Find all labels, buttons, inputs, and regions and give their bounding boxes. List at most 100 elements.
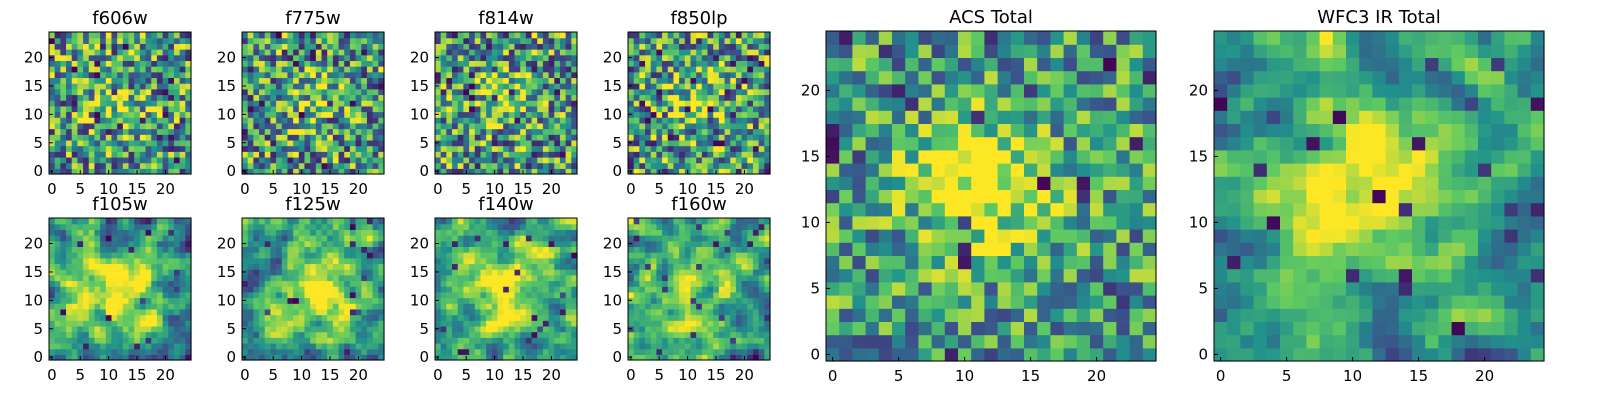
heatmap-cell	[440, 274, 447, 282]
heatmap-cell	[571, 252, 578, 259]
heatmap-cell	[520, 337, 527, 344]
heatmap-cell	[83, 83, 90, 90]
heatmap-cell	[77, 43, 84, 50]
heatmap-cell	[514, 246, 521, 253]
heatmap-cell	[111, 128, 118, 135]
heatmap-cell	[718, 111, 726, 118]
heatmap-cell	[747, 303, 754, 310]
heatmap-cell	[179, 117, 186, 124]
heatmap-cell	[758, 331, 765, 338]
heatmap-cell	[281, 308, 289, 316]
heatmap-cell	[531, 128, 538, 135]
heatmap-cell	[486, 342, 493, 350]
heatmap-cell	[469, 37, 476, 44]
heatmap-cell	[457, 229, 464, 236]
heatmap-cell	[304, 229, 311, 236]
heatmap-cell	[122, 94, 130, 101]
heatmap-cell	[276, 77, 283, 84]
heatmap-cell	[139, 291, 147, 299]
heatmap-cell	[730, 325, 737, 333]
heatmap-cell	[355, 32, 362, 39]
heatmap-cell	[168, 246, 175, 253]
heatmap-cell	[531, 320, 538, 327]
heatmap-cell	[276, 162, 283, 169]
heatmap-cell	[690, 337, 697, 344]
heatmap-cell	[435, 286, 442, 293]
heatmap-cell	[344, 94, 351, 101]
heatmap-cell	[667, 348, 675, 355]
heatmap-cell	[696, 162, 703, 169]
heatmap-cell	[321, 263, 328, 270]
heatmap-cell	[128, 252, 135, 259]
heatmap-cell	[554, 83, 561, 90]
heatmap-cell	[88, 291, 96, 299]
heatmap-cell	[327, 111, 334, 118]
heatmap-cell	[565, 240, 572, 247]
heatmap-cell	[628, 66, 635, 73]
heatmap-cell	[168, 145, 175, 152]
heatmap-cell	[650, 77, 657, 84]
heatmap-cell	[633, 60, 640, 67]
heatmap-cell	[435, 348, 442, 355]
heatmap-cell	[730, 122, 737, 130]
heatmap-cell	[298, 280, 306, 287]
heatmap-cell	[554, 263, 561, 270]
heatmap-cell	[304, 291, 311, 299]
heatmap-cell	[514, 168, 521, 175]
heatmap-cell	[758, 77, 765, 84]
heatmap-cell	[179, 134, 186, 141]
heatmap-cell	[730, 263, 737, 270]
heatmap-cell	[77, 291, 84, 299]
y-tick-label: 0	[33, 348, 43, 366]
heatmap-cell	[435, 151, 442, 158]
heatmap-cell	[117, 337, 124, 344]
heatmap-cell	[344, 134, 351, 141]
heatmap-cell	[139, 342, 147, 350]
heatmap-cell	[650, 337, 657, 344]
heatmap-cell	[554, 134, 561, 141]
heatmap-cell	[304, 320, 311, 327]
heatmap-cell	[327, 348, 334, 355]
heatmap-cell	[752, 43, 760, 50]
heatmap-cell	[315, 320, 323, 327]
heatmap-cell	[662, 297, 669, 304]
heatmap-cell	[310, 77, 317, 84]
heatmap-cell	[378, 83, 385, 90]
heatmap-cell	[366, 235, 374, 242]
heatmap-cell	[656, 348, 663, 355]
heatmap-cell	[327, 280, 334, 287]
heatmap-cell	[480, 134, 487, 141]
heatmap-cell	[293, 111, 300, 118]
heatmap-cell	[559, 229, 567, 236]
heatmap-cell	[559, 83, 567, 90]
heatmap-cell	[752, 37, 760, 44]
heatmap-cell	[503, 314, 510, 321]
heatmap-cell	[571, 134, 578, 141]
heatmap-cell	[293, 66, 300, 73]
heatmap-cell	[355, 252, 362, 259]
heatmap-cell	[565, 246, 572, 253]
heatmap-cell	[185, 37, 192, 44]
heatmap-cell	[122, 331, 130, 338]
heatmap-cell	[270, 83, 277, 90]
heatmap-cell	[537, 168, 544, 175]
heatmap-cell	[707, 286, 714, 293]
heatmap-cell	[361, 122, 368, 130]
heatmap-cell	[242, 218, 249, 225]
heatmap-cell	[361, 88, 368, 96]
heatmap-cell	[565, 151, 572, 158]
heatmap-cell	[696, 128, 703, 135]
heatmap-cell	[332, 37, 340, 44]
heatmap-cell	[559, 168, 567, 175]
heatmap-cell	[247, 122, 254, 130]
heatmap-cell	[162, 263, 169, 270]
heatmap-cell	[276, 156, 283, 164]
heatmap-cell	[281, 342, 289, 350]
heatmap-cell	[730, 100, 737, 107]
heatmap-cell	[559, 246, 567, 253]
heatmap-cell	[378, 151, 385, 158]
heatmap-cell	[724, 105, 731, 113]
heatmap-cell	[730, 49, 737, 56]
heatmap-cell	[361, 303, 368, 310]
heatmap-cell	[54, 223, 61, 230]
